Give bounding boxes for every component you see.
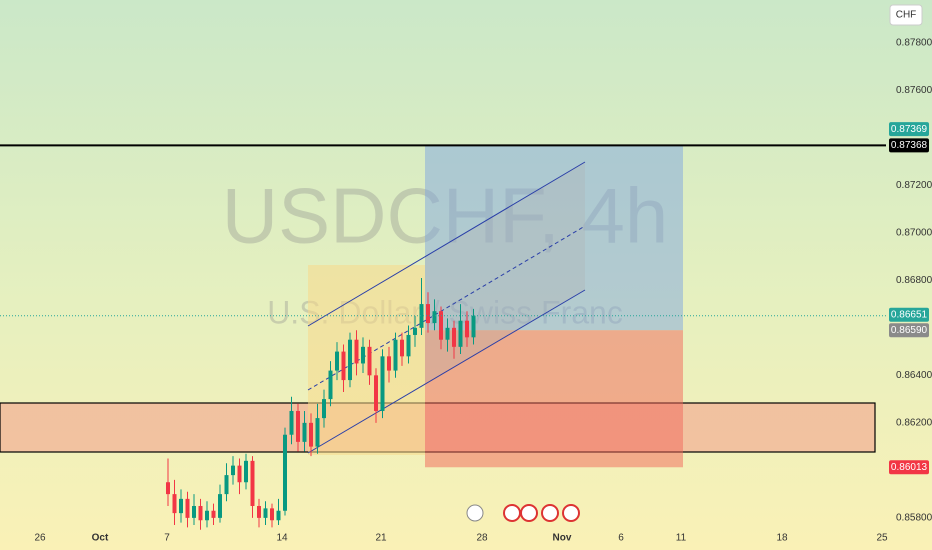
- event-icon: [541, 504, 559, 522]
- currency-badge: [889, 4, 923, 26]
- candle-body: [361, 346, 365, 364]
- price-label-box: [889, 460, 929, 475]
- candle-body: [452, 327, 456, 347]
- candle-body: [387, 356, 391, 371]
- price-label-box: [889, 122, 929, 137]
- y-tick-label: 0.85800: [896, 513, 932, 524]
- channel-upper: [307, 161, 586, 327]
- position: [425, 145, 683, 468]
- candle-body: [283, 434, 287, 511]
- price-label: 0.87368: [891, 140, 928, 151]
- candle-body: [328, 370, 333, 400]
- candle-body: [335, 351, 339, 371]
- price-label: 0.86590: [891, 325, 928, 336]
- price-label-box: [889, 323, 929, 338]
- event-icons: [466, 504, 580, 522]
- candle-body: [231, 465, 235, 476]
- x-tick-label: 6: [618, 533, 624, 544]
- candle-body: [413, 327, 417, 335]
- candle-body: [270, 508, 274, 521]
- candle-body: [179, 498, 183, 514]
- channel-lower: [307, 289, 586, 454]
- currency: CHF: [896, 10, 917, 21]
- y-tick-label: 0.87200: [896, 180, 932, 191]
- candle-body: [185, 498, 190, 518]
- price-label: 0.86651: [891, 309, 928, 320]
- x-tick-label: 25: [876, 533, 888, 544]
- candle-body: [445, 327, 450, 340]
- candle-body: [341, 351, 346, 381]
- candle-body: [218, 494, 222, 518]
- event-icon: [466, 504, 484, 522]
- candle-body: [198, 505, 203, 521]
- y-tick-label: 0.86200: [896, 417, 932, 428]
- candle-body: [263, 508, 268, 518]
- candle-body: [406, 334, 411, 357]
- x-tick-label: 21: [375, 533, 387, 544]
- event-icon: [520, 504, 538, 522]
- candle-body: [315, 418, 320, 447]
- candle-body: [348, 339, 352, 381]
- loss-zone: [425, 330, 683, 468]
- price-label: 0.86013: [891, 462, 928, 473]
- channel-mid: [307, 225, 586, 391]
- x-tick-label: 7: [164, 533, 170, 544]
- candle-body: [374, 375, 378, 411]
- candle-body: [192, 505, 196, 518]
- candle-body: [237, 465, 242, 483]
- x-tick-label: 14: [276, 533, 288, 544]
- candle-body: [276, 510, 281, 521]
- y-tick-label: 0.86800: [896, 275, 932, 286]
- x-tick-label: 11: [676, 533, 687, 544]
- candle-body: [224, 475, 229, 495]
- x-tick-label: Oct: [92, 533, 109, 544]
- candle-body: [309, 422, 313, 447]
- event-icon: [562, 504, 580, 522]
- candle-body: [419, 304, 424, 328]
- candles: [166, 277, 476, 530]
- candle-body: [205, 510, 209, 521]
- candle-body: [393, 339, 398, 371]
- candle-body: [322, 399, 326, 419]
- candle-body: [471, 315, 476, 338]
- candle-body: [257, 505, 261, 518]
- x-tick-label: 26: [34, 533, 46, 544]
- y-tick-label: 0.87000: [896, 227, 932, 238]
- candle-body: [302, 422, 307, 442]
- price-label: 0.87369: [891, 124, 928, 135]
- candle-body: [439, 311, 443, 340]
- price-label-box: [889, 138, 929, 153]
- candle-body: [296, 410, 300, 442]
- price-label-box: [889, 307, 929, 322]
- y-tick-label: 0.86400: [896, 370, 932, 381]
- candle-body: [166, 482, 170, 495]
- x-tick-label: Nov: [553, 533, 572, 544]
- candle-body: [354, 339, 359, 364]
- candle-body: [400, 339, 404, 357]
- x-tick-label: 18: [776, 533, 788, 544]
- channel-box: [308, 265, 425, 455]
- profit-zone: [425, 145, 683, 331]
- candle-body: [289, 410, 294, 435]
- candle-body: [465, 320, 469, 338]
- candle-body: [426, 304, 430, 324]
- candle-body: [172, 494, 177, 514]
- candle-body: [211, 510, 216, 518]
- candle-body: [250, 460, 255, 506]
- candle-body: [244, 460, 248, 483]
- candle-body: [367, 346, 372, 376]
- x-tick-label: 28: [476, 533, 488, 544]
- y-tick-label: 0.87600: [896, 85, 932, 96]
- y-tick-label: 0.87800: [896, 37, 932, 48]
- candle-body: [380, 356, 385, 411]
- candle-body: [432, 311, 437, 324]
- event-icon: [503, 504, 521, 522]
- candle-body: [458, 320, 463, 347]
